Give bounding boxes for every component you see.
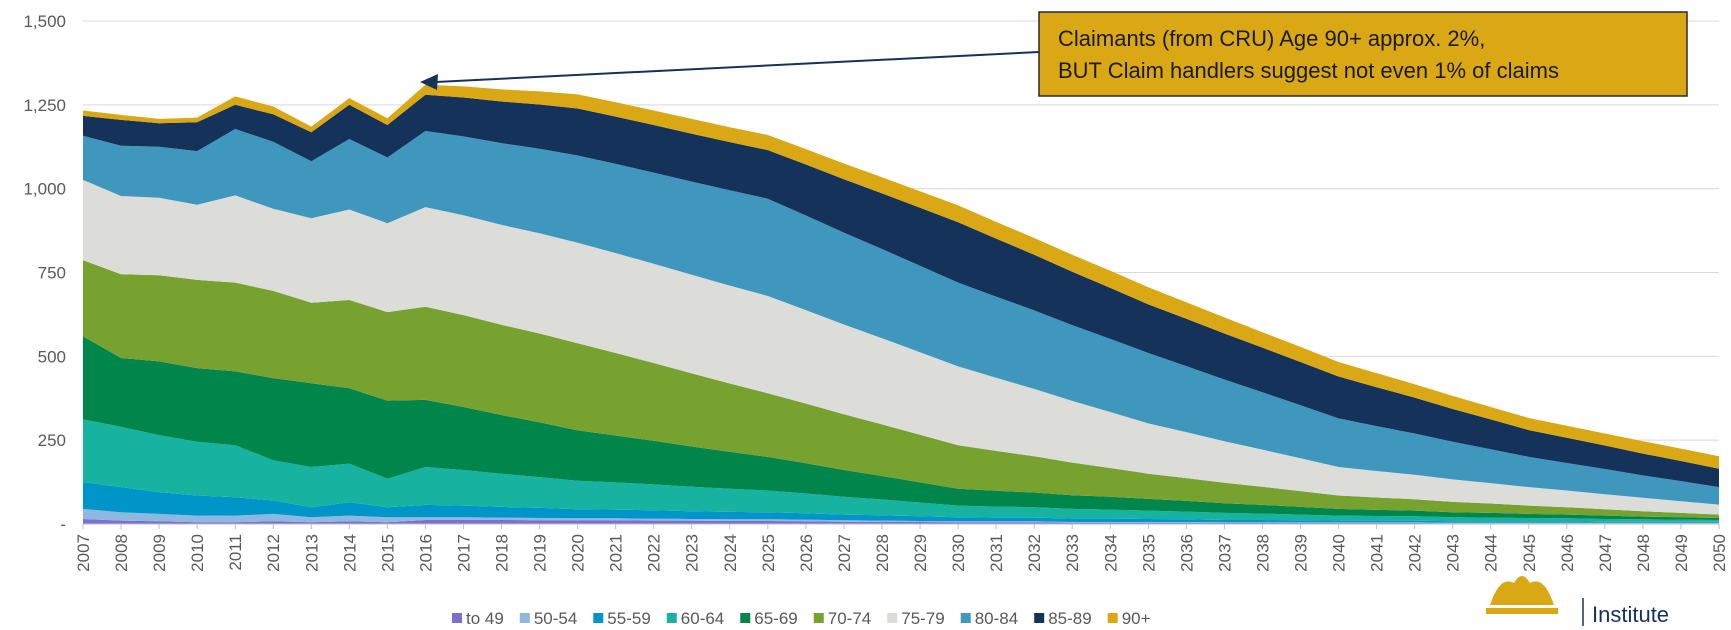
legend-label: to 49 xyxy=(466,609,504,628)
x-tick-label: 2028 xyxy=(873,534,892,572)
annotation-line: BUT Claim handlers suggest not even 1% o… xyxy=(1058,58,1559,83)
annotation: Claimants (from CRU) Age 90+ approx. 2%,… xyxy=(420,11,1688,97)
x-tick-label: 2020 xyxy=(569,534,588,572)
area xyxy=(83,84,1719,469)
y-tick-label: - xyxy=(60,515,66,534)
legend-label: 80-84 xyxy=(975,609,1018,628)
x-tick-label: 2010 xyxy=(188,534,207,572)
legend-swatch xyxy=(452,613,462,623)
x-tick-label: 2011 xyxy=(226,534,245,571)
area xyxy=(83,519,1719,524)
annotation-arrow xyxy=(435,51,1040,83)
x-tick-label: 2009 xyxy=(150,534,169,572)
x-tick-label: 2036 xyxy=(1177,534,1196,572)
x-tick-label: 2048 xyxy=(1634,534,1653,572)
x-tick-label: 2030 xyxy=(949,534,968,572)
x-tick-label: 2015 xyxy=(378,534,397,572)
x-tick-label: 2016 xyxy=(416,534,435,572)
x-tick-label: 2040 xyxy=(1330,534,1349,572)
y-tick-label: 1,500 xyxy=(23,12,66,31)
legend-label: 50-54 xyxy=(534,609,577,628)
x-tick-label: 2008 xyxy=(112,534,131,572)
y-tick-label: 1,250 xyxy=(23,96,66,115)
annotation-box xyxy=(1038,11,1688,97)
area xyxy=(83,482,1719,523)
x-tick-label: 2032 xyxy=(1025,534,1044,572)
legend-label: 60-64 xyxy=(681,609,724,628)
areas xyxy=(83,84,1719,524)
x-tick-label: 2031 xyxy=(987,534,1006,572)
x-tick-label: 2038 xyxy=(1253,534,1272,572)
logo-crest xyxy=(1490,576,1554,605)
area xyxy=(83,260,1719,518)
area xyxy=(83,94,1719,488)
area xyxy=(83,508,1719,524)
legend-swatch xyxy=(666,613,677,623)
x-tick-label: 2037 xyxy=(1215,534,1234,572)
x-tick-label: 2039 xyxy=(1291,534,1310,572)
y-tick-label: 1,000 xyxy=(23,180,66,199)
x-tick-label: 2024 xyxy=(721,534,740,572)
area xyxy=(83,129,1719,505)
legend-label: 55-59 xyxy=(607,609,650,628)
x-tick-label: 2041 xyxy=(1368,534,1387,572)
annotation-line: Claimants (from CRU) Age 90+ approx. 2%, xyxy=(1058,26,1485,51)
y-tick-label: 750 xyxy=(38,264,66,283)
area xyxy=(83,179,1719,515)
arrow-head xyxy=(420,74,438,90)
legend-swatch xyxy=(519,613,530,623)
x-tick-label: 2034 xyxy=(1101,534,1120,572)
x-tick-label: 2018 xyxy=(493,534,512,572)
x-tick-label: 2026 xyxy=(797,534,816,572)
x-tick-label: 2043 xyxy=(1444,534,1463,572)
x-tick-label: 2049 xyxy=(1672,534,1691,572)
legend-swatch xyxy=(1034,613,1045,623)
x-tick-label: 2050 xyxy=(1710,534,1729,572)
x-tick-label: 2047 xyxy=(1596,534,1615,572)
legend-label: 65-69 xyxy=(754,609,797,628)
x-tick-label: 2007 xyxy=(74,534,93,572)
x-tick-label: 2012 xyxy=(264,534,283,572)
axes: - 250 500 750 1,000 1,250 1,500 2007 2008 2009 201… xyxy=(23,12,1729,572)
legend-label: 85-89 xyxy=(1048,609,1091,628)
x-tick-label: 2029 xyxy=(911,534,930,572)
y-tick-label: 500 xyxy=(38,347,66,366)
legend-swatch xyxy=(1107,613,1118,623)
logo-base xyxy=(1486,608,1558,614)
x-tick-label: 2045 xyxy=(1520,534,1539,572)
logo-text: Institute xyxy=(1592,602,1669,627)
x-tick-label: 2019 xyxy=(531,534,550,572)
x-tick-label: 2035 xyxy=(1139,534,1158,572)
legend-swatch xyxy=(960,613,971,623)
x-tick-label: 2014 xyxy=(340,534,359,572)
x-tick-label: 2033 xyxy=(1063,534,1082,572)
x-tick-label: 2042 xyxy=(1406,534,1425,572)
legend-label: 70-74 xyxy=(828,609,871,628)
legend-swatch xyxy=(813,613,824,623)
legend-swatch xyxy=(593,613,604,623)
area xyxy=(83,336,1719,520)
x-tick-label: 2013 xyxy=(302,534,321,572)
legend: to 49 50-54 55-59 60-64 65-69 70-74 75-79 80-84… xyxy=(452,609,1151,628)
x-tick-label: 2044 xyxy=(1482,534,1501,572)
x-tick-label: 2021 xyxy=(607,534,626,572)
legend-label: 90+ xyxy=(1122,609,1151,628)
x-tick-label: 2025 xyxy=(759,534,778,572)
area xyxy=(83,419,1719,522)
x-tick-label: 2022 xyxy=(645,534,664,572)
y-tick-label: 250 xyxy=(38,431,66,450)
legend-label: 75-79 xyxy=(901,609,944,628)
legend-swatch xyxy=(887,613,898,623)
legend-swatch xyxy=(740,613,751,623)
x-tick-label: 2017 xyxy=(454,534,473,572)
x-tick-label: 2027 xyxy=(835,534,854,572)
logo: Institute xyxy=(1486,576,1669,627)
x-tick-label: 2046 xyxy=(1558,534,1577,572)
x-tick-label: 2023 xyxy=(683,534,702,572)
